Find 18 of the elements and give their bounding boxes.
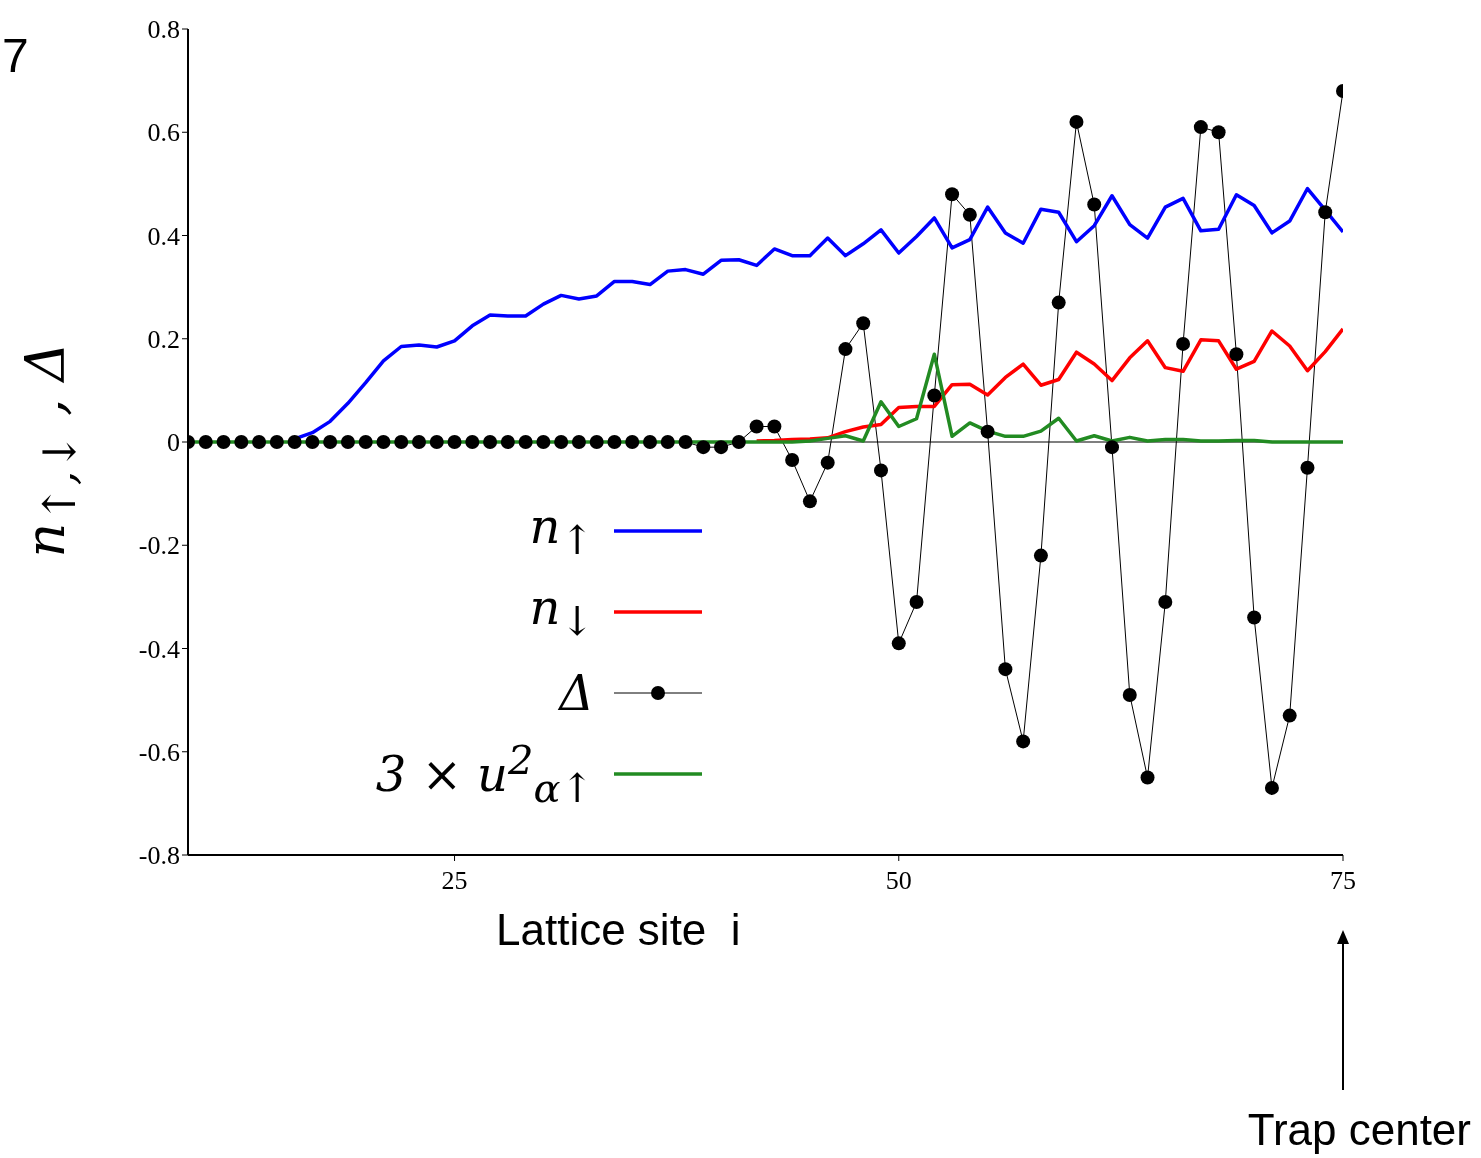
y-tick-label: 0.2 bbox=[147, 324, 180, 354]
legend-label: Δ bbox=[559, 664, 594, 721]
y-tick-label: -0.8 bbox=[138, 841, 180, 871]
y-tick-label: 0 bbox=[167, 428, 180, 458]
y-tick-label: -0.2 bbox=[138, 531, 180, 561]
legend-label: n$_{↓}$ bbox=[529, 579, 594, 644]
legend-label: n$_{↑}$ bbox=[529, 498, 594, 563]
x-tick-label: 75 bbox=[1330, 866, 1356, 896]
y-tick-label: 0.6 bbox=[147, 118, 180, 148]
x-tick-label: 50 bbox=[885, 866, 912, 896]
x-tick-label: 25 bbox=[441, 866, 468, 896]
x-axis-title: Lattice site i bbox=[496, 905, 741, 955]
y-tick-label: -0.4 bbox=[138, 634, 180, 664]
text: 7 bbox=[2, 28, 29, 83]
y-tick-label: 0.4 bbox=[147, 221, 180, 251]
y-tick-label: -0.6 bbox=[138, 737, 180, 767]
text: Trap center bbox=[1247, 1105, 1471, 1155]
y-tick-label: 0.8 bbox=[147, 15, 180, 45]
